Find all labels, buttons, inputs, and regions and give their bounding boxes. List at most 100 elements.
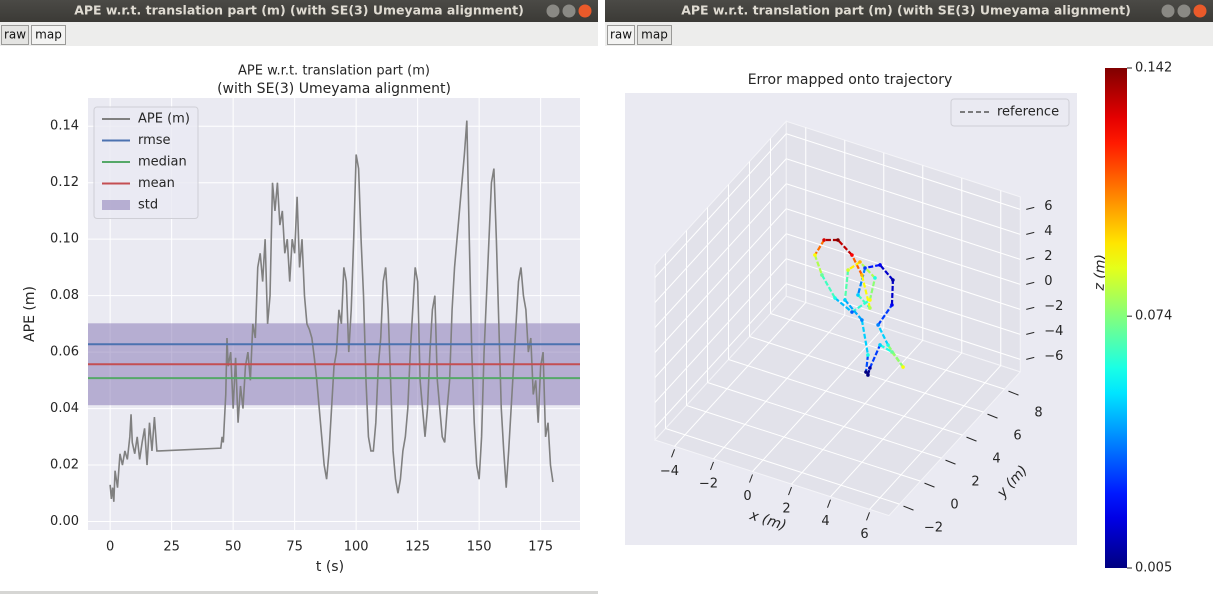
tab-label[interactable]: raw [4,28,26,42]
grid-line [674,302,807,447]
trajectory-point [860,273,864,277]
z-tick-label: −4 [1044,324,1063,339]
colorbar-tick-label: 0.005 [1135,561,1172,576]
tab-label[interactable]: raw [610,28,632,42]
tab-label[interactable]: map [641,28,668,42]
trajectory-point [886,343,890,347]
trajectory-point [878,343,882,347]
tab-raw[interactable] [607,25,635,45]
tick-mark [987,413,998,419]
close-button[interactable] [578,4,592,18]
legend-label: APE (m) [138,112,190,127]
legend-patch [102,200,130,210]
maximize-button[interactable] [1177,4,1191,18]
x-tick-label: 75 [286,540,303,555]
legend-box [93,106,199,219]
tick-mark [1026,356,1035,360]
y-tick-label: 0.14 [50,119,79,134]
y-tick-label: 0.00 [50,514,79,529]
y-tick-label: 0.02 [50,458,79,473]
pane-floor [654,295,1022,517]
x-tick-label: 0 [743,489,751,504]
maximize-button[interactable] [562,4,576,18]
trajectory-point [860,318,864,322]
y-tick-label: −2 [924,521,943,536]
y-tick-label: 2 [971,475,979,490]
trajectory-segment [857,294,871,309]
x-tick-label: 50 [225,540,242,555]
grid-line [869,365,1002,510]
x-tick-label: 2 [782,502,790,517]
y-tick-label: 0.04 [50,401,79,416]
trajectory-segment [813,239,826,256]
grid-line [654,133,787,278]
chart-title: APE w.r.t. translation part (m) [238,64,430,79]
minimize-button[interactable] [1161,4,1175,18]
trajectory-point [856,293,860,297]
legend-box [950,98,1070,127]
title-bar [605,0,1213,22]
trajectory-segment [851,299,871,313]
tick-mark [945,459,956,465]
trajectory-point [878,263,882,267]
tick-mark [1026,306,1035,310]
trajectory-point [850,310,854,314]
trajectory-point [863,266,867,270]
tick-mark [1026,206,1035,210]
trajectory-segment [887,344,904,368]
grid-line [665,428,900,505]
trajectory-segment [877,324,890,346]
tick-mark [1026,281,1035,285]
trajectory-point [890,303,894,307]
trajectory-point [822,238,826,242]
y-tick-label: 0.06 [50,345,79,360]
trajectory-segment [843,269,850,301]
trajectory-segment [856,267,867,296]
grid-line [713,314,846,460]
x-tick-label: 150 [467,540,492,555]
y-axis-label: APE (m) [22,286,38,342]
tick-mark [1008,390,1019,396]
y-tick-label: 6 [1013,429,1021,444]
close-button[interactable] [1193,4,1207,18]
grid-line [786,183,1021,260]
minimize-button[interactable] [546,4,560,18]
colorbar-tick-label: 0.142 [1135,61,1172,76]
trajectory-point [891,278,895,282]
grid-line [654,233,787,378]
x-tick-label: 0 [106,540,114,555]
tab-map[interactable] [637,25,672,45]
ape-line [109,120,554,502]
y-tick-label: 0.08 [50,288,79,303]
toolbar [0,22,598,46]
grid-line [728,359,963,436]
grid-line [830,352,963,498]
legend-label: median [138,155,187,170]
trajectory-point [866,353,870,357]
grid-line [786,208,1021,285]
trajectory-point [843,298,847,302]
trajectory-segment [859,261,876,279]
trajectory-point [866,373,870,377]
trajectory-segment [868,344,882,369]
trajectory-segment [860,274,871,309]
trajectory-segment [847,261,861,271]
grid-line [752,327,885,472]
window-title: APE w.r.t. translation part (m) (with SE… [74,3,524,18]
window-border [0,591,598,594]
legend-label: reference [997,105,1059,120]
tick-mark [749,474,753,483]
line-chart: 0.00 0.02 0.04 0.06 0.08 0.10 0.12 0.14 0 25 50 75 1… [50,98,580,555]
grid-line [770,313,1005,390]
tab-label[interactable]: map [35,28,62,42]
z-tick-label: −2 [1044,299,1063,314]
trajectory-point [820,273,824,277]
trajectory-point [846,268,850,272]
tab-map[interactable] [31,25,66,45]
tab-raw[interactable] [1,25,29,45]
trajectory-point [836,238,840,242]
z-tick-label: 0 [1044,274,1052,289]
trajectory-point [813,253,817,257]
tick-mark [788,486,792,496]
trajectory-segment [879,264,894,281]
